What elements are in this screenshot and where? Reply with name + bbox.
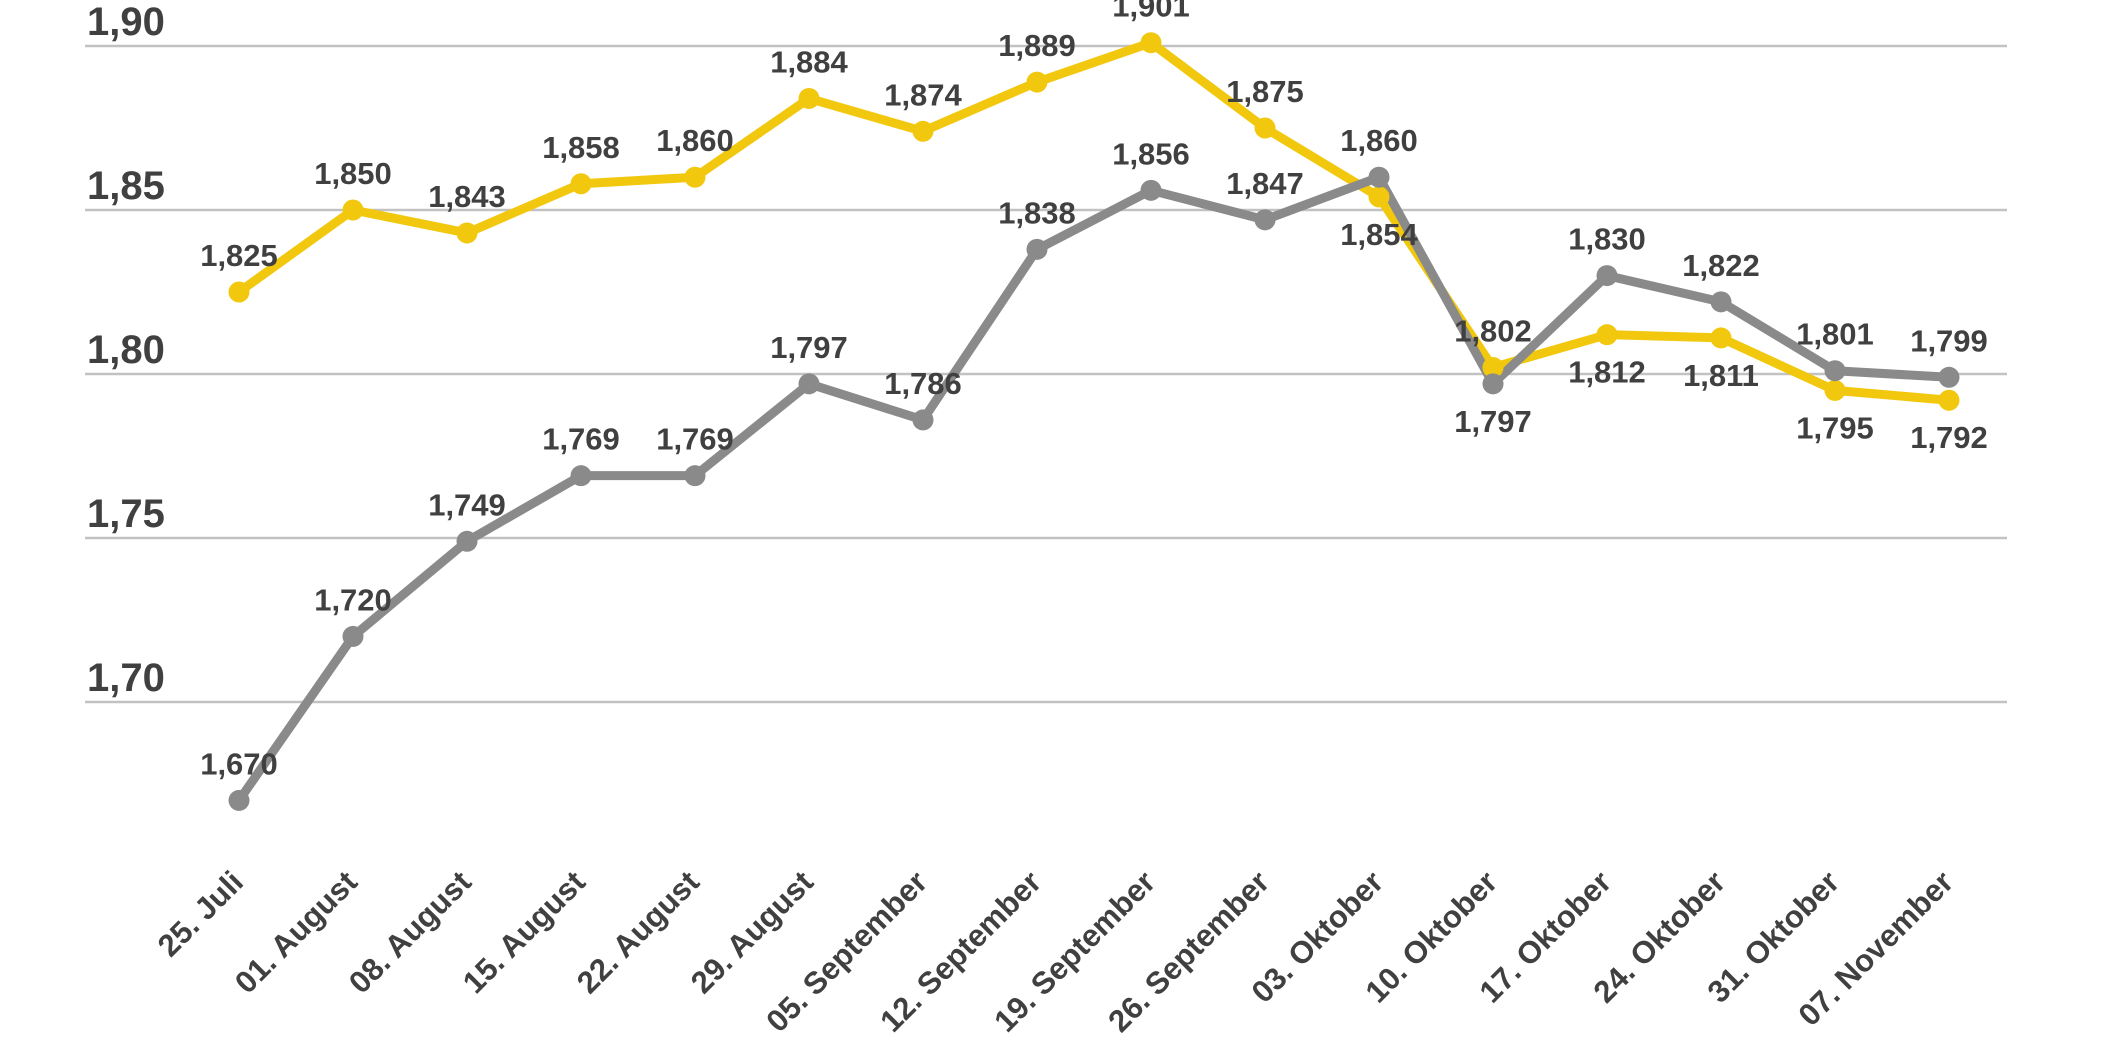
yellow-series-data-label: 1,812 <box>1568 355 1646 390</box>
gray-series-data-label: 1,847 <box>1226 166 1304 201</box>
gray-series-marker[interactable] <box>456 530 478 552</box>
yellow-series-data-label: 1,843 <box>428 179 506 214</box>
gray-series-marker[interactable] <box>1824 360 1846 382</box>
gray-series-marker[interactable] <box>1368 166 1390 188</box>
gray-series-marker[interactable] <box>228 789 250 811</box>
gray-series-data-label: 1,797 <box>1454 404 1532 439</box>
yellow-series-marker[interactable] <box>1254 117 1276 139</box>
gray-series-data-label: 1,838 <box>998 195 1076 230</box>
gray-series-marker[interactable] <box>1596 265 1618 287</box>
y-axis-tick-label: 1,85 <box>87 164 165 208</box>
gray-series-data-label: 1,670 <box>200 746 278 781</box>
gray-series-marker[interactable] <box>1026 238 1048 260</box>
yellow-series-data-label: 1,860 <box>656 123 734 158</box>
gray-series-marker[interactable] <box>570 465 592 487</box>
gray-series-line <box>234 172 1954 805</box>
yellow-series-data-label: 1,854 <box>1340 217 1418 252</box>
gray-series-data-label: 1,822 <box>1682 248 1760 283</box>
gray-series-data-label: 1,769 <box>656 422 734 457</box>
yellow-series-marker[interactable] <box>1482 356 1504 378</box>
yellow-series-marker[interactable] <box>570 173 592 195</box>
y-axis-tick-label: 1,80 <box>87 328 165 372</box>
gray-series-marker[interactable] <box>1710 291 1732 313</box>
yellow-series-marker[interactable] <box>342 199 364 221</box>
yellow-series-marker[interactable] <box>1368 186 1390 208</box>
gray-series-data-label: 1,830 <box>1568 222 1646 257</box>
yellow-series-marker[interactable] <box>912 120 934 142</box>
yellow-series-marker[interactable] <box>456 222 478 244</box>
gray-series-marker[interactable] <box>912 409 934 431</box>
gray-series-data-label: 1,799 <box>1910 323 1988 358</box>
gray-series-marker[interactable] <box>1254 209 1276 231</box>
yellow-series-data-label: 1,825 <box>200 238 278 273</box>
yellow-series-data-label: 1,811 <box>1683 358 1759 393</box>
yellow-series-line <box>234 38 1954 405</box>
yellow-series-marker[interactable] <box>1938 389 1960 411</box>
yellow-series-marker[interactable] <box>1710 327 1732 349</box>
gray-series-data-label: 1,860 <box>1340 123 1418 158</box>
yellow-series-data-label: 1,901 <box>1112 0 1190 24</box>
yellow-series-data-label: 1,884 <box>770 44 848 79</box>
yellow-series-data-label: 1,858 <box>542 130 620 165</box>
yellow-series-marker[interactable] <box>1596 324 1618 346</box>
x-axis-date-label: 15. August <box>456 864 592 1000</box>
y-axis-tick-label: 1,90 <box>87 0 165 44</box>
x-axis-date-label: 01. August <box>228 864 364 1000</box>
gray-series-marker[interactable] <box>1938 366 1960 388</box>
gray-series-marker[interactable] <box>1140 179 1162 201</box>
yellow-series-marker[interactable] <box>1824 379 1846 401</box>
yellow-series-data-label: 1,875 <box>1226 74 1304 109</box>
y-axis-tick-label: 1,70 <box>87 656 165 700</box>
gray-series-data-label: 1,786 <box>884 366 962 401</box>
yellow-series-data-label: 1,874 <box>884 77 962 112</box>
yellow-series-marker[interactable] <box>798 87 820 109</box>
gray-series-marker[interactable] <box>798 373 820 395</box>
yellow-series-data-label: 1,795 <box>1796 410 1874 445</box>
x-axis-date-label: 25. Juli <box>151 864 250 963</box>
gray-series-data-label: 1,797 <box>770 330 848 365</box>
yellow-series-data-label: 1,889 <box>998 28 1076 63</box>
gray-series-data-label: 1,769 <box>542 422 620 457</box>
gray-series-data-label: 1,801 <box>1796 317 1874 352</box>
yellow-series-marker[interactable] <box>684 166 706 188</box>
gray-series-marker[interactable] <box>1482 373 1504 395</box>
yellow-series-data-label: 1,850 <box>314 156 392 191</box>
gray-series-data-label: 1,856 <box>1112 136 1190 171</box>
gray-series-data-label: 1,749 <box>428 487 506 522</box>
yellow-series-marker[interactable] <box>1140 32 1162 54</box>
gray-series-data-label: 1,720 <box>314 582 392 617</box>
gray-series-marker[interactable] <box>342 625 364 647</box>
yellow-series-data-label: 1,792 <box>1910 420 1988 455</box>
yellow-series-data-label: 1,802 <box>1454 313 1532 348</box>
yellow-series-marker[interactable] <box>1026 71 1048 93</box>
gray-series-marker[interactable] <box>684 465 706 487</box>
yellow-series-marker[interactable] <box>228 281 250 303</box>
y-axis-tick-label: 1,75 <box>87 492 165 536</box>
x-axis-date-label: 08. August <box>342 864 478 1000</box>
x-axis-date-label: 22. August <box>570 864 706 1000</box>
